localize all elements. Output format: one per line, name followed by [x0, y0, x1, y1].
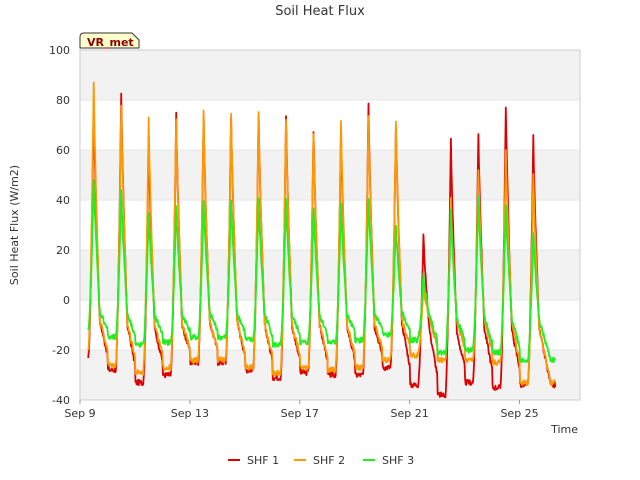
y-tick-label: 20: [56, 244, 70, 257]
series-line-shf-3: [87, 179, 557, 364]
legend: SHF 1 SHF 2 SHF 3: [228, 454, 414, 467]
x-tick-labels: Sep 9 Sep 13 Sep 17 Sep 21 Sep 25: [64, 400, 539, 420]
y-axis-label: Soil Heat Flux (W/m2): [8, 165, 21, 285]
x-tick-label: Sep 9: [64, 407, 95, 420]
legend-label: SHF 3: [382, 454, 414, 467]
legend-label: SHF 1: [247, 454, 279, 467]
x-tick-label: Sep 17: [281, 407, 319, 420]
y-tick-label: 0: [63, 294, 70, 307]
shaded-band-1: [80, 150, 580, 200]
y-tick-label: -20: [52, 344, 70, 357]
y-tick-label: -40: [52, 394, 70, 407]
x-tick-label: Sep 25: [500, 407, 538, 420]
chart-title: Soil Heat Flux: [275, 4, 365, 19]
shaded-band-2: [80, 250, 580, 300]
y-tick-labels: -40 -20 0 20 40 60 80 100: [49, 44, 70, 407]
badge-box: [79, 32, 140, 49]
badge-text: VR_met: [87, 36, 134, 49]
shaded-band-0: [80, 50, 580, 100]
y-tick-label: 40: [56, 194, 70, 207]
y-tick-label: 80: [56, 94, 70, 107]
vr-met-badge: VR_met: [79, 32, 140, 49]
x-tick-label: Sep 13: [171, 407, 209, 420]
series-lines: [87, 81, 557, 399]
plot-frame: [79, 49, 581, 401]
legend-label: SHF 2: [313, 454, 345, 467]
x-tick-label: Sep 21: [391, 407, 429, 420]
y-tick-label: 60: [56, 144, 70, 157]
y-tick-label: 100: [49, 44, 70, 57]
x-axis-label: Time: [550, 423, 578, 436]
